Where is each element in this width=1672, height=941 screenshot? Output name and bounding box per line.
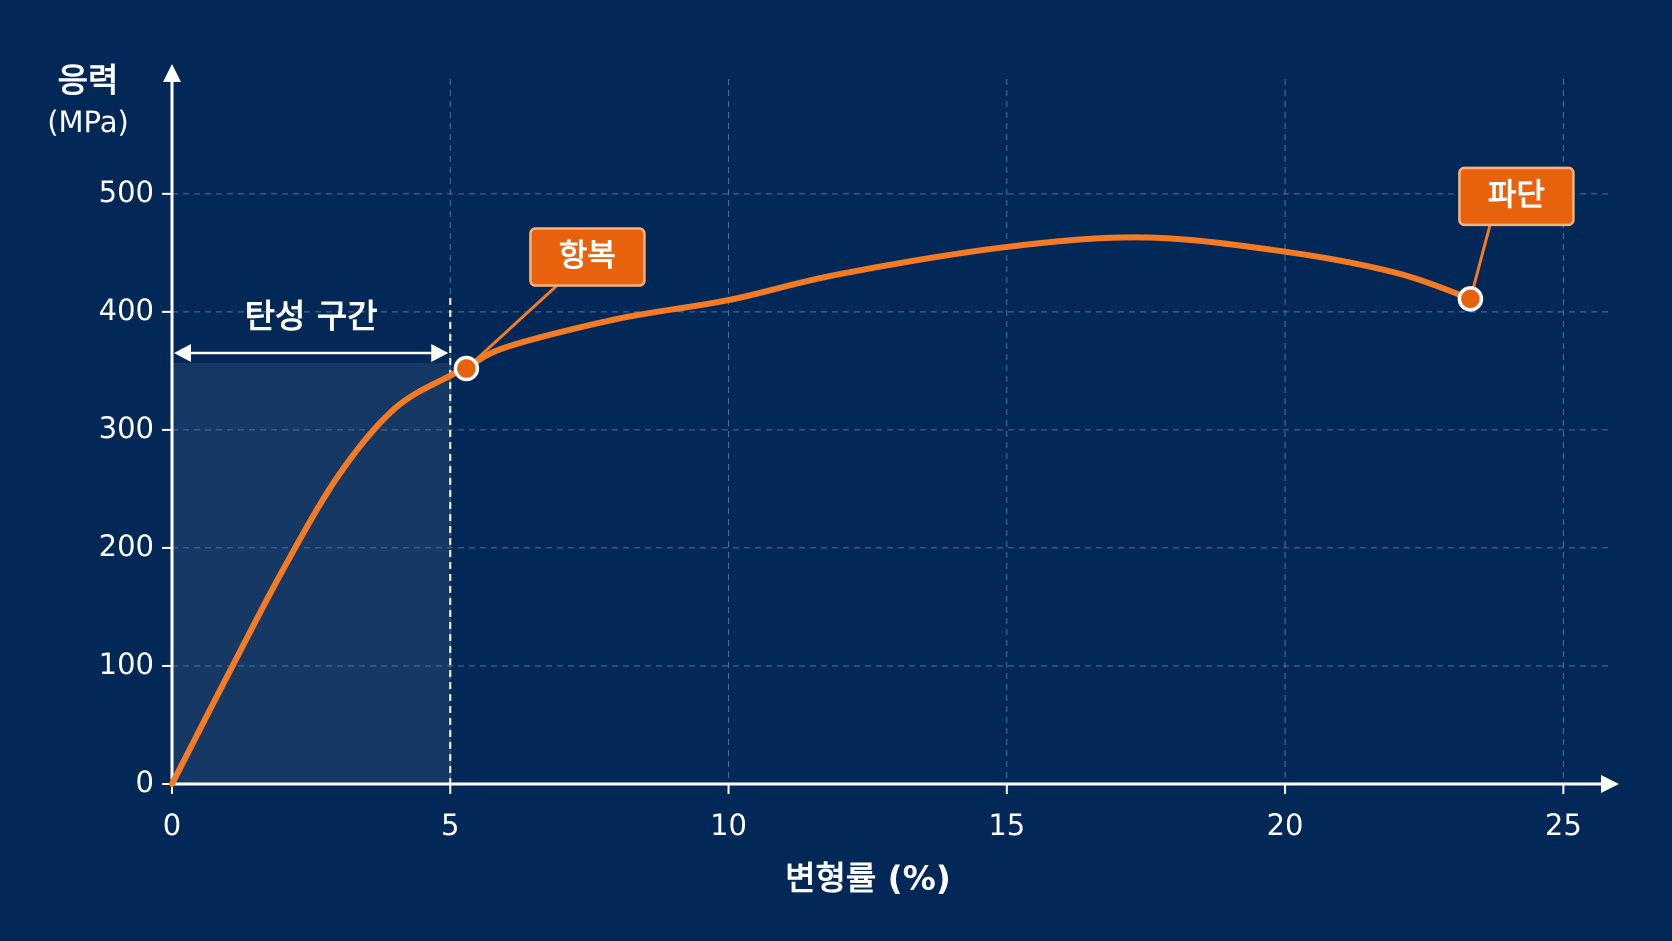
y-tick-label: 200: [99, 529, 154, 563]
x-tick-label: 5: [441, 808, 459, 842]
stress-strain-curve: [169, 234, 1474, 787]
x-tick-label: 25: [1545, 808, 1582, 842]
x-tick-label: 10: [710, 808, 747, 842]
elastic-region: [172, 363, 451, 784]
annotation-box: [529, 227, 646, 287]
annotation-point: [453, 355, 480, 382]
region-label: 탄성 구간: [245, 297, 378, 336]
x-axis-title: 변형률 (%): [785, 859, 951, 898]
y-tick-label: 300: [99, 411, 154, 445]
annotation-label: 항복: [559, 238, 616, 274]
y-tick-label: 100: [99, 647, 154, 681]
x-tick-label: 0: [163, 808, 181, 842]
y-tick-label: 0: [136, 765, 154, 799]
x-axis-arrow: [1601, 775, 1619, 793]
annotation-leader: [465, 279, 564, 370]
x-tick-label: 15: [988, 808, 1025, 842]
y-tick-label: 500: [99, 175, 154, 209]
annotation-leader: [1468, 219, 1493, 300]
y-tick-label: 400: [99, 293, 154, 327]
y-axis-arrow: [163, 64, 181, 82]
y-axis-unit: (MPa): [47, 105, 129, 139]
y-axis-title: 응력: [58, 61, 119, 100]
annotation-box: [1458, 166, 1575, 227]
annotation-label: 파단: [1488, 177, 1545, 213]
x-tick-label: 20: [1267, 808, 1304, 842]
annotation-point: [1457, 286, 1484, 312]
